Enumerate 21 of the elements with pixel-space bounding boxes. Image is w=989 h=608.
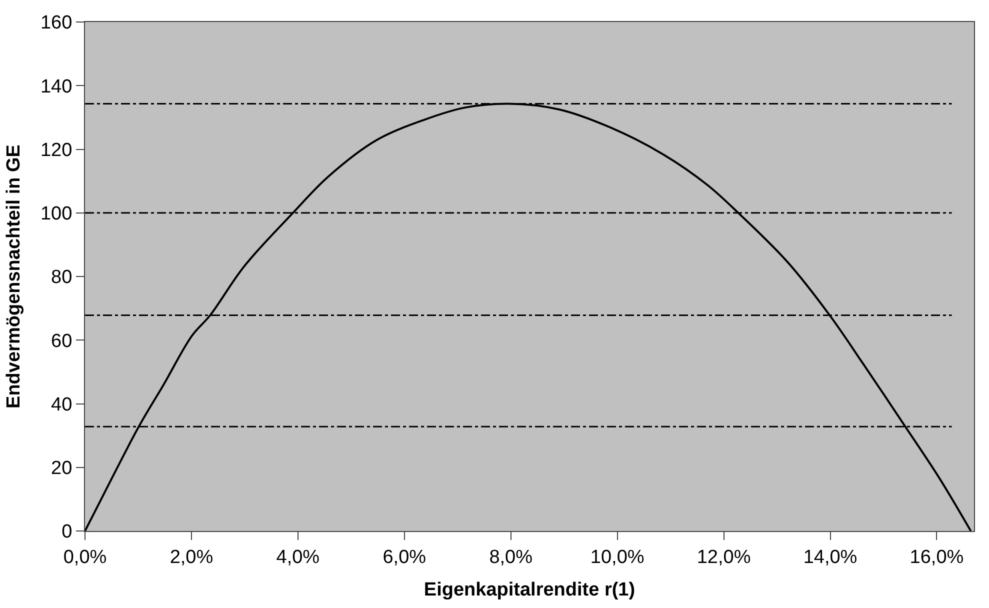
x-tick-label: 14,0%: [803, 546, 858, 568]
y-axis-title: Endvermögensnachteil in GE: [3, 144, 24, 408]
x-tick-label: 0,0%: [63, 546, 107, 568]
y-tick-label: 20: [51, 458, 72, 480]
x-tick-label: 12,0%: [696, 546, 751, 568]
x-tick-label: 10,0%: [590, 546, 644, 568]
y-tick-label: 80: [51, 267, 72, 288]
y-tick-label: 0: [62, 522, 72, 543]
y-tick-label: 160: [40, 12, 72, 34]
x-axis-title: Eigenkapitalrendite r(1): [424, 580, 636, 601]
x-tick-label: 6,0%: [382, 546, 426, 568]
x-tick-label: 4,0%: [276, 546, 320, 568]
x-tick-label: 16,0%: [910, 546, 964, 568]
line-series: [85, 102, 972, 531]
y-tick-label: 140: [40, 76, 72, 98]
y-tick-label: 100: [40, 204, 72, 225]
y-tick-label: 60: [51, 330, 72, 352]
y-tick-label: 120: [40, 140, 72, 161]
x-tick-label: 8,0%: [489, 546, 533, 568]
x-tick-label: 2,0%: [170, 546, 214, 568]
y-tick-label: 40: [51, 394, 72, 416]
